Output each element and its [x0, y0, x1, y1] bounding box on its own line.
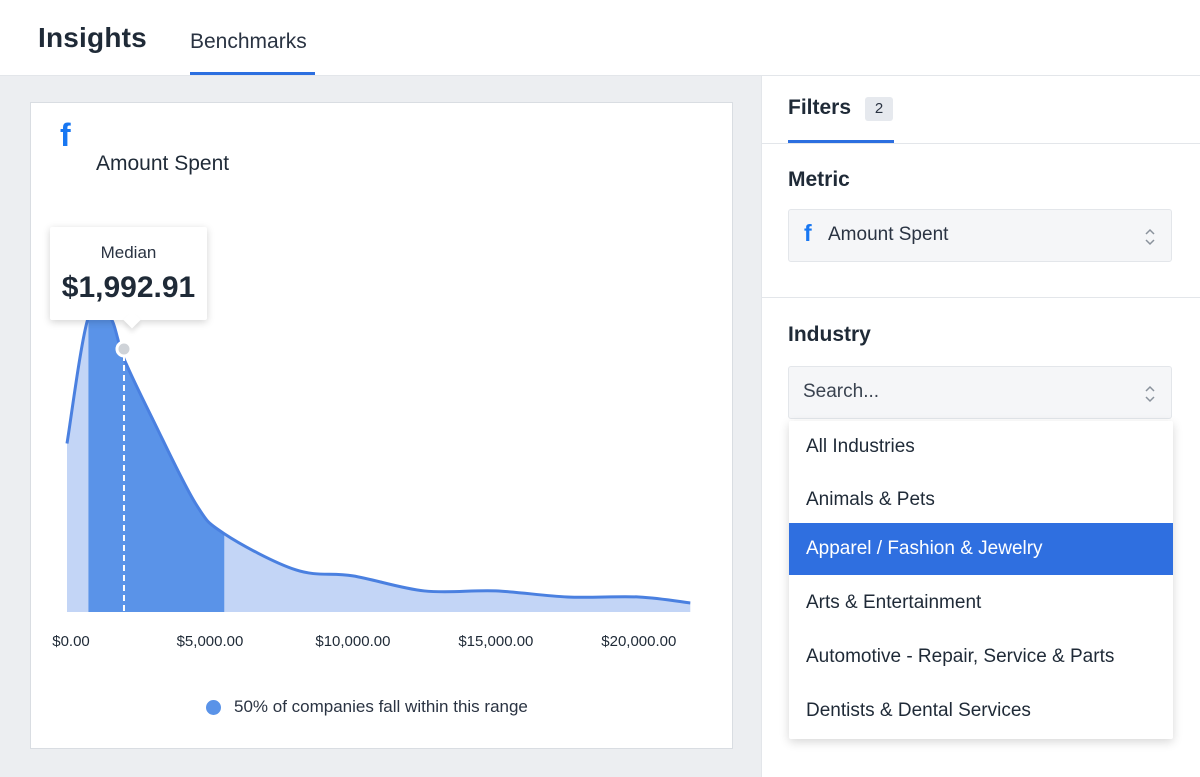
- dropdown-option-apparel[interactable]: Apparel / Fashion & Jewelry: [789, 523, 1173, 575]
- active-tab-indicator: [788, 140, 894, 143]
- tabs-divider: [762, 143, 1200, 144]
- dropdown-option-arts[interactable]: Arts & Entertainment: [806, 592, 982, 613]
- x-tick-label: $0.00: [52, 633, 90, 650]
- industry-dropdown: All Industries Animals & Pets Apparel / …: [789, 421, 1173, 739]
- updown-chevron-icon: [1145, 228, 1155, 246]
- median-point[interactable]: [115, 340, 133, 358]
- median-tooltip: Median $1,992.91: [50, 227, 207, 329]
- x-tick-label: $10,000.00: [315, 633, 391, 650]
- main-content: f Amount Spent Median $1,992.91 $0.00 $5,…: [0, 76, 761, 777]
- industry-search-placeholder: Search...: [803, 381, 880, 402]
- x-tick-label: $20,000.00: [601, 633, 677, 650]
- tooltip-value: $1,992.91: [61, 271, 196, 304]
- top-bar: Insights Benchmarks: [0, 0, 1200, 76]
- x-tick-label: $15,000.00: [458, 633, 534, 650]
- metric-select-value: Amount Spent: [828, 224, 949, 245]
- filters-panel: Filters 2 Metric f Amount Spent Industry…: [761, 76, 1200, 777]
- interquartile-range-area: [88, 305, 225, 612]
- dropdown-option-automotive[interactable]: Automotive - Repair, Service & Parts: [806, 646, 1115, 667]
- chart-legend: 50% of companies fall within this range: [206, 697, 528, 717]
- dropdown-option-dentists[interactable]: Dentists & Dental Services: [806, 700, 1031, 721]
- industry-search-input[interactable]: Search...: [788, 366, 1172, 419]
- distribution-chart: [65, 304, 691, 612]
- tab-benchmarks[interactable]: Benchmarks: [190, 30, 307, 53]
- app-title: Insights: [38, 22, 147, 53]
- tooltip-label: Median: [100, 243, 157, 262]
- x-tick-label: $5,000.00: [176, 633, 244, 650]
- legend-text: 50% of companies fall within this range: [234, 697, 528, 716]
- chart-title: Amount Spent: [96, 152, 230, 175]
- updown-chevron-icon: [1145, 385, 1155, 403]
- facebook-icon: f: [60, 117, 71, 153]
- filters-count-badge: 2: [865, 97, 893, 121]
- legend-dot-icon: [206, 699, 221, 715]
- dropdown-option-animals-pets[interactable]: Animals & Pets: [806, 489, 935, 510]
- industry-label: Industry: [788, 323, 871, 346]
- tab-filters[interactable]: Filters: [788, 96, 852, 119]
- chart-card: f Amount Spent Median $1,992.91 $0.00 $5,…: [30, 102, 733, 749]
- active-tab-indicator: [190, 72, 315, 75]
- metric-select[interactable]: f Amount Spent: [788, 209, 1172, 262]
- facebook-icon: f: [804, 220, 812, 246]
- metric-label: Metric: [788, 168, 850, 191]
- section-divider: [762, 297, 1200, 298]
- dropdown-option-all-industries[interactable]: All Industries: [806, 436, 915, 457]
